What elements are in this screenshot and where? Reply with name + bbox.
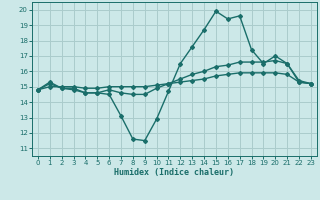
X-axis label: Humidex (Indice chaleur): Humidex (Indice chaleur) xyxy=(115,168,234,177)
